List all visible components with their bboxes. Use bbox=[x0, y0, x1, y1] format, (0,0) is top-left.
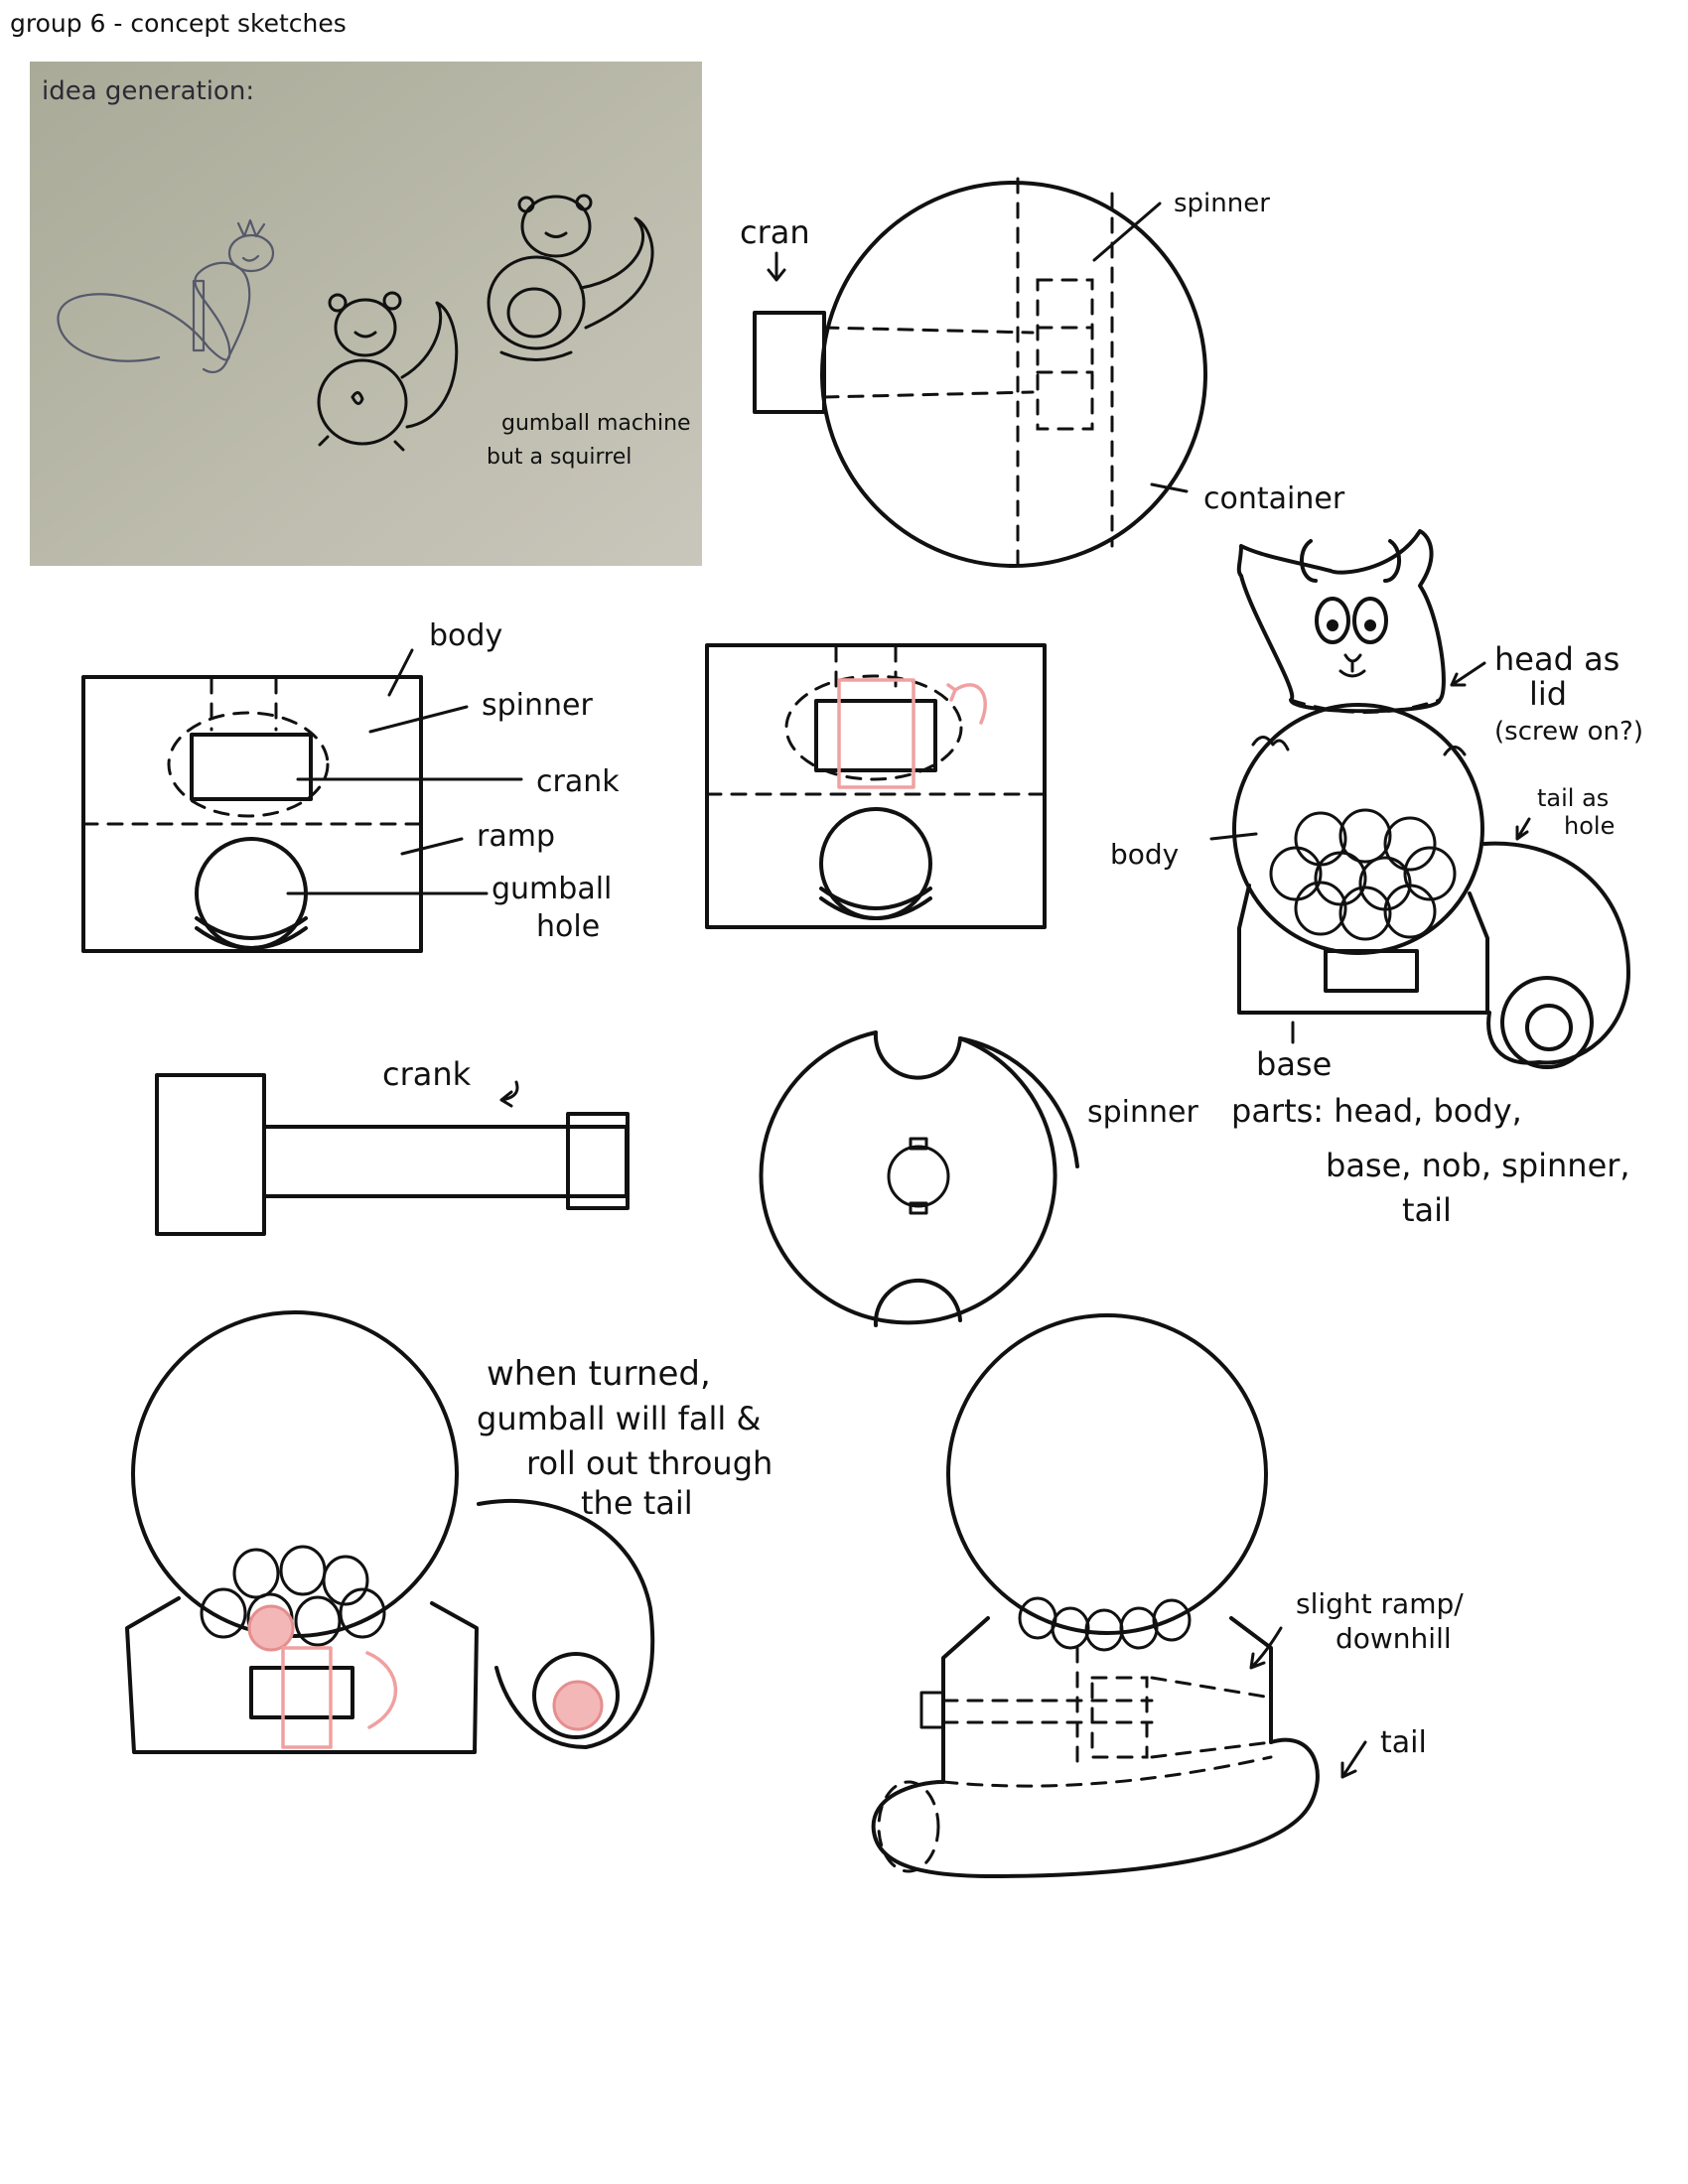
spinner-outer-outline bbox=[759, 1030, 1057, 1325]
turn-note-3: roll out through bbox=[526, 1444, 773, 1482]
cran-label: cran bbox=[740, 213, 810, 251]
front-body-rect bbox=[81, 675, 423, 953]
parts-line2: base, nob, spinner, bbox=[1326, 1147, 1630, 1184]
turn-note-2: gumball will fall & bbox=[477, 1400, 761, 1437]
whiteboard-photo: idea generation: bbox=[30, 62, 702, 566]
side-tail-label: tail bbox=[1380, 1725, 1427, 1760]
spinner-part: spinner bbox=[759, 1030, 1198, 1327]
head-arrow bbox=[1450, 661, 1486, 687]
crank-end-cap bbox=[566, 1112, 630, 1210]
front-body-label: body bbox=[429, 618, 502, 653]
crank-knob bbox=[753, 311, 826, 414]
rotation-arrow-pink bbox=[953, 683, 987, 725]
front-ramp-label: ramp bbox=[477, 819, 555, 854]
squirrel-base bbox=[1237, 884, 1489, 1015]
crank-part: crank bbox=[155, 1055, 630, 1236]
spinner-key-bottom bbox=[909, 1201, 928, 1215]
ink-squirrel-sketch-1 bbox=[317, 291, 459, 452]
spinner-label-top: spinner bbox=[1174, 189, 1270, 218]
squirrel-base-label: base bbox=[1256, 1045, 1332, 1083]
head-as-lid-2: lid bbox=[1529, 675, 1567, 713]
container-circle bbox=[820, 181, 1207, 568]
crank-part-label: crank bbox=[382, 1055, 472, 1093]
photo-background bbox=[30, 62, 702, 566]
front-spinner-label: spinner bbox=[482, 688, 593, 723]
tail-as-hole-2: hole bbox=[1564, 812, 1615, 840]
front-gumball-label-2: hole bbox=[536, 909, 600, 944]
crank-shaft bbox=[262, 1125, 629, 1198]
page-title: group 6 - concept sketches bbox=[10, 9, 347, 38]
gumballs-cluster bbox=[1269, 808, 1457, 941]
rotated-crank-pink bbox=[281, 1646, 333, 1749]
side-view-sketch: slight ramp/ downhill tail bbox=[871, 1313, 1464, 1878]
rotation-crank-rect bbox=[814, 699, 937, 772]
spinner-part-label: spinner bbox=[1087, 1095, 1198, 1130]
tail-hole bbox=[1525, 1004, 1573, 1051]
side-tail bbox=[871, 1737, 1320, 1878]
spinner-key-top bbox=[909, 1137, 928, 1151]
falling-gumball-pink bbox=[247, 1604, 295, 1652]
front-view-rotation bbox=[705, 643, 1047, 929]
turn-arrow-pink bbox=[365, 1651, 398, 1729]
tail-as-hole-1: tail as bbox=[1537, 784, 1609, 812]
squirrel-head bbox=[1236, 529, 1446, 714]
front-crank-label: crank bbox=[536, 764, 620, 799]
machine-tail-hole bbox=[532, 1652, 620, 1739]
machine-base bbox=[125, 1596, 479, 1754]
ink-squirrel-sketch-2 bbox=[487, 194, 654, 361]
photo-caption-line2: but a squirrel bbox=[487, 445, 632, 470]
machine-globe bbox=[131, 1310, 459, 1638]
rotated-spinner-pink bbox=[837, 678, 915, 789]
side-ramp-label-2: downhill bbox=[1336, 1622, 1452, 1655]
head-as-lid-3: (screw on?) bbox=[1494, 717, 1643, 747]
spinner-center-hole bbox=[887, 1145, 950, 1208]
container-label: container bbox=[1203, 481, 1345, 516]
parts-line1: parts: head, body, bbox=[1231, 1092, 1522, 1130]
crank-handle-block bbox=[155, 1073, 266, 1236]
turn-note-1: when turned, bbox=[487, 1354, 711, 1394]
turn-note-4: the tail bbox=[581, 1484, 693, 1522]
side-globe bbox=[946, 1313, 1268, 1635]
side-base-outline bbox=[941, 1616, 1273, 1784]
machine-tail bbox=[477, 1498, 655, 1749]
squirrel-body-label: body bbox=[1110, 838, 1179, 871]
rotation-hole-circle bbox=[819, 807, 932, 920]
container-crank-diagram: cran spinner container bbox=[740, 177, 1345, 568]
side-crank-knob bbox=[919, 1691, 945, 1729]
machine-gumballs bbox=[200, 1545, 386, 1652]
turning-machine-sketch: when turned, gumball will fall & roll ou… bbox=[125, 1310, 773, 1754]
spinner-dashed bbox=[1036, 278, 1094, 431]
squirrel-eye-left bbox=[1315, 597, 1350, 644]
head-as-lid-1: head as bbox=[1494, 640, 1619, 678]
front-gumball-label-1: gumball bbox=[492, 872, 612, 906]
side-ramp-label-1: slight ramp/ bbox=[1296, 1587, 1464, 1620]
machine-crank-slot bbox=[249, 1666, 354, 1719]
cran-arrow bbox=[767, 251, 786, 282]
photo-caption-line1: gumball machine bbox=[501, 411, 691, 436]
exiting-gumball-pink bbox=[552, 1680, 604, 1731]
side-gumballs bbox=[1018, 1596, 1192, 1652]
crank-rect bbox=[190, 733, 313, 801]
squirrel-tail bbox=[1482, 841, 1630, 1065]
squirrel-eye-right bbox=[1352, 597, 1388, 644]
squirrel-base-slot bbox=[1324, 949, 1419, 993]
squirrel-concept: head as lid (screw on?) tail as hole bod… bbox=[1110, 529, 1643, 1229]
tail-outer-circle bbox=[1500, 976, 1594, 1069]
photo-heading: idea generation: bbox=[42, 76, 254, 106]
parts-line3: tail bbox=[1402, 1191, 1452, 1229]
front-view-labeled: body spinner crank ramp gumball hole bbox=[81, 618, 620, 953]
pencil-squirrel-sketch bbox=[57, 218, 275, 373]
rotation-body-rect bbox=[705, 643, 1047, 929]
